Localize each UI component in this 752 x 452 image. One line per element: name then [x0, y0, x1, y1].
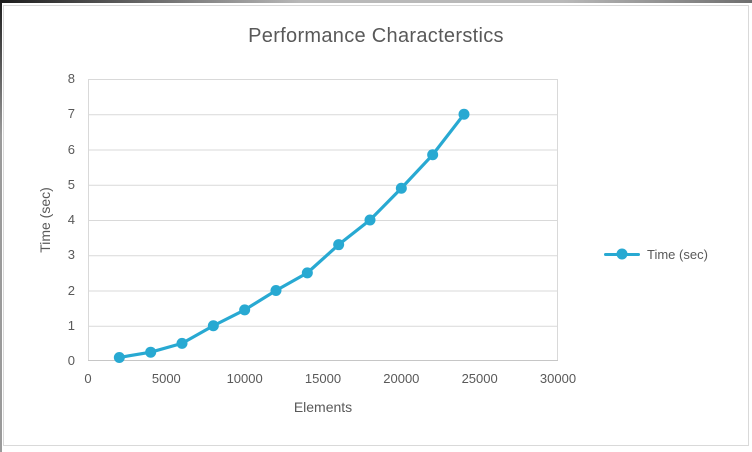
legend-marker-dot-icon: [616, 248, 628, 260]
screenshot-frame-top: [0, 0, 752, 3]
y-axis-title: Time (sec): [37, 187, 53, 253]
data-point-marker: [458, 108, 470, 120]
x-tick-label: 10000: [226, 371, 263, 386]
data-point-marker: [395, 182, 407, 194]
series-line: [117, 112, 466, 360]
chart-title: Performance Characterstics: [248, 25, 504, 47]
x-tick-label: 15000: [304, 371, 342, 386]
data-point-marker: [333, 239, 345, 251]
data-point-marker: [176, 337, 188, 349]
legend-label: Time (sec): [647, 246, 708, 262]
data-point-marker: [207, 320, 219, 332]
data-point-marker: [270, 285, 282, 296]
y-tick-label: 5: [67, 176, 75, 192]
x-axis-title: Elements: [293, 399, 353, 415]
legend-marker-icon: [604, 248, 640, 260]
y-tick-label: 4: [67, 212, 75, 227]
data-point-marker: [427, 149, 439, 161]
y-tick-label: 2: [67, 282, 75, 298]
data-point-marker: [239, 304, 251, 316]
plot-area-svg: [88, 79, 558, 363]
y-tick-label: 1: [67, 317, 75, 333]
data-point-marker: [113, 351, 125, 363]
legend: Time (sec): [604, 246, 708, 262]
chart-frame[interactable]: Performance Characterstics 0 1 2 3 4 5 6 7 8 0 500…: [3, 5, 749, 446]
x-tick-label: 20000: [383, 371, 420, 386]
y-tick-label: 7: [67, 106, 75, 122]
screenshot-frame-left: [0, 0, 2, 452]
y-tick-label: 3: [67, 247, 75, 263]
x-tick-label: 5000: [151, 371, 181, 386]
data-point-marker: [364, 214, 376, 226]
y-tick-label: 8: [67, 71, 75, 86]
x-tick-label: 25000: [461, 371, 498, 386]
y-tick-label: 6: [67, 141, 75, 157]
data-point-marker: [145, 346, 157, 358]
y-tick-label: 0: [67, 353, 75, 368]
x-tick-label: 30000: [539, 371, 577, 386]
data-point-marker: [301, 267, 313, 279]
x-tick-label: 0: [84, 371, 92, 386]
